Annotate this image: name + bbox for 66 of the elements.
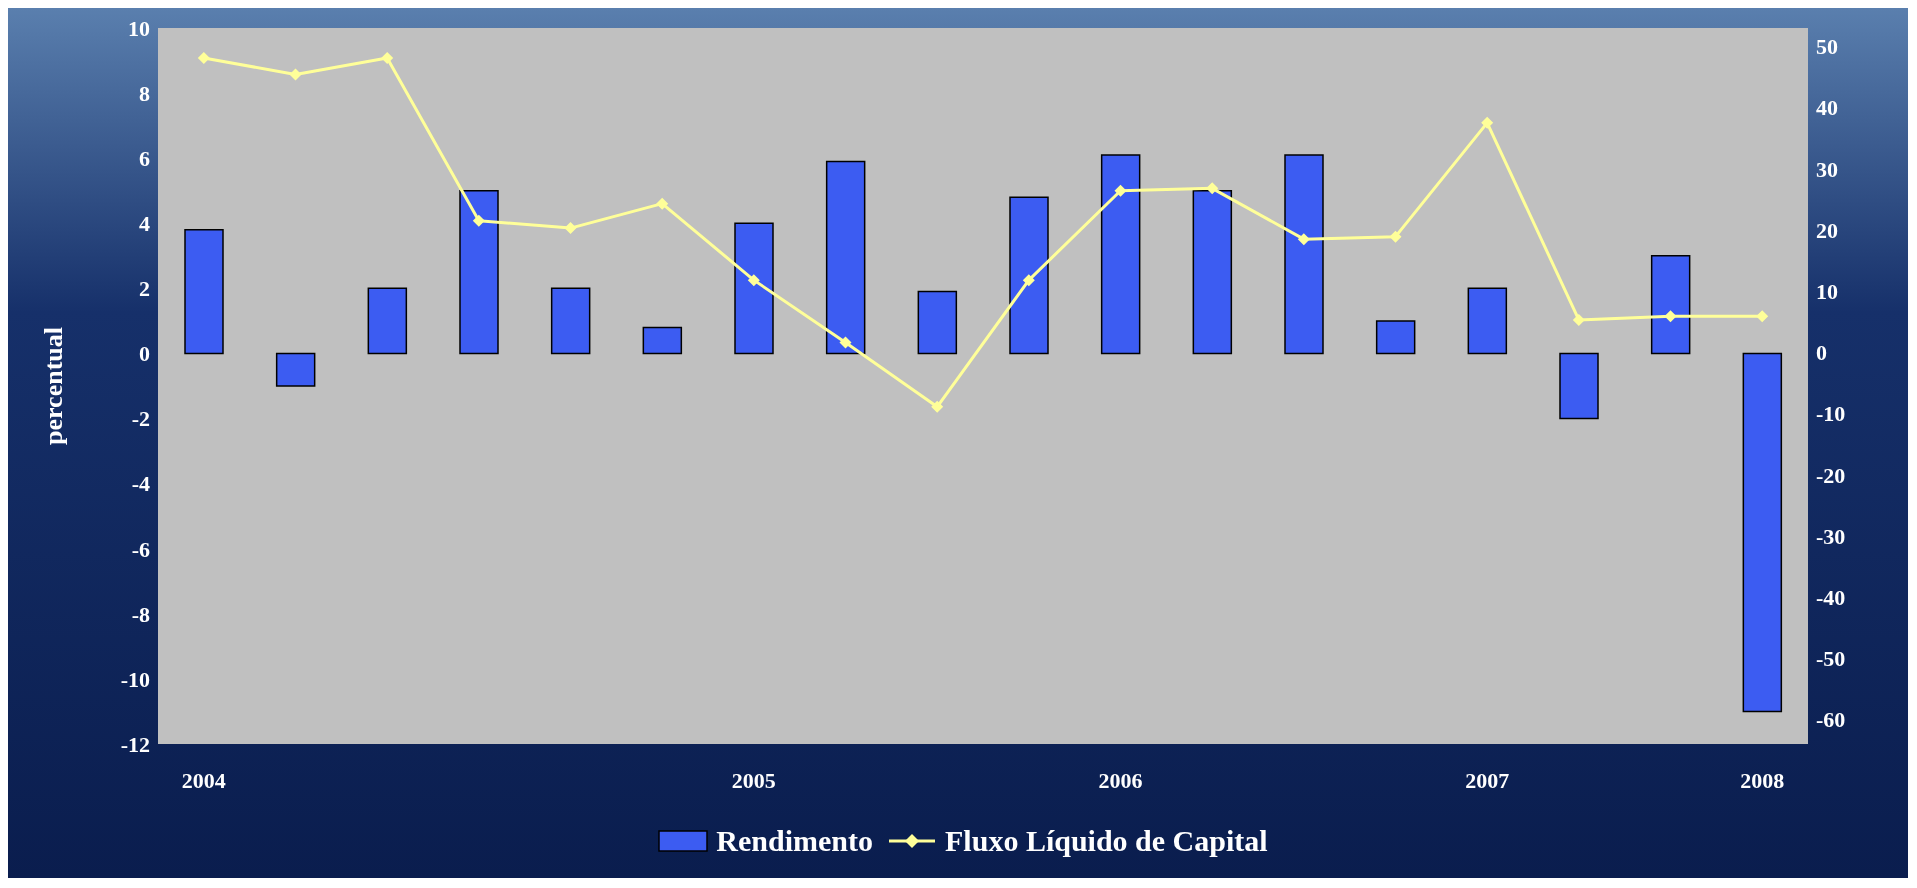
- y-tick-label: 10: [128, 15, 150, 41]
- x-tick-label: 2007: [1465, 767, 1510, 793]
- point: [1297, 233, 1310, 246]
- y-tick-label: -4: [131, 471, 150, 497]
- y-tick-label: 4: [139, 211, 150, 237]
- point: [381, 51, 394, 64]
- point: [931, 400, 944, 413]
- bar: [825, 160, 866, 355]
- y-tick-label: -10: [120, 666, 150, 692]
- y2-tick-label: -60: [1816, 707, 1846, 733]
- bar: [734, 222, 774, 355]
- point: [747, 274, 760, 287]
- y2-tick-label: 50: [1816, 34, 1838, 60]
- y2-tick-label: 20: [1816, 217, 1838, 243]
- y2-tick-label: 30: [1816, 156, 1838, 182]
- point: [472, 214, 485, 227]
- point: [1481, 116, 1494, 129]
- bar: [184, 229, 224, 355]
- bar: [1467, 287, 1508, 355]
- legend-label: Rendimento: [716, 824, 874, 858]
- y2-tick-label: 40: [1816, 95, 1838, 121]
- y-axis-title: percentual: [39, 327, 69, 445]
- bar: [1100, 154, 1141, 355]
- legend-label: Fluxo Líquido de Capital: [945, 824, 1268, 858]
- point: [289, 68, 302, 81]
- bar: [1192, 189, 1233, 355]
- x-tick-label: 2008: [1740, 767, 1785, 793]
- bar: [1284, 154, 1324, 355]
- point: [564, 222, 577, 235]
- y-tick-label: 6: [139, 145, 150, 171]
- point: [839, 336, 852, 349]
- y-tick-label: -2: [131, 406, 150, 432]
- y-tick-label: 2: [139, 276, 150, 302]
- bar: [550, 287, 591, 355]
- point: [1022, 274, 1035, 287]
- point: [656, 197, 669, 210]
- y2-tick-label: -30: [1816, 523, 1846, 549]
- point: [1756, 310, 1769, 323]
- point: [1572, 313, 1585, 326]
- y2-tick-label: -50: [1816, 646, 1846, 672]
- bar: [1009, 196, 1049, 355]
- x-tick-label: 2005: [731, 767, 776, 793]
- y2-tick-label: -20: [1816, 462, 1846, 488]
- bar: [642, 326, 683, 355]
- bar: [1650, 255, 1691, 355]
- y-tick-label: -12: [120, 731, 150, 757]
- y2-tick-label: 10: [1816, 278, 1838, 304]
- point: [1389, 230, 1402, 243]
- bar: [275, 352, 316, 387]
- y-tick-label: -6: [131, 536, 150, 562]
- y2-tick-label: 0: [1816, 340, 1827, 366]
- bar: [1375, 320, 1416, 355]
- bar: [367, 287, 408, 355]
- bar: [917, 290, 958, 355]
- bar: [1559, 352, 1599, 420]
- bar: [459, 189, 499, 355]
- point: [197, 51, 210, 64]
- x-tick-label: 2006: [1098, 767, 1143, 793]
- y-tick-label: 8: [139, 80, 150, 106]
- y2-tick-label: -40: [1816, 584, 1846, 610]
- point: [1206, 182, 1219, 195]
- y-tick-label: -8: [131, 601, 150, 627]
- y2-tick-label: -10: [1816, 401, 1846, 427]
- x-tick-label: 2004: [181, 767, 226, 793]
- y-tick-label: 0: [139, 341, 150, 367]
- bar: [1742, 352, 1783, 713]
